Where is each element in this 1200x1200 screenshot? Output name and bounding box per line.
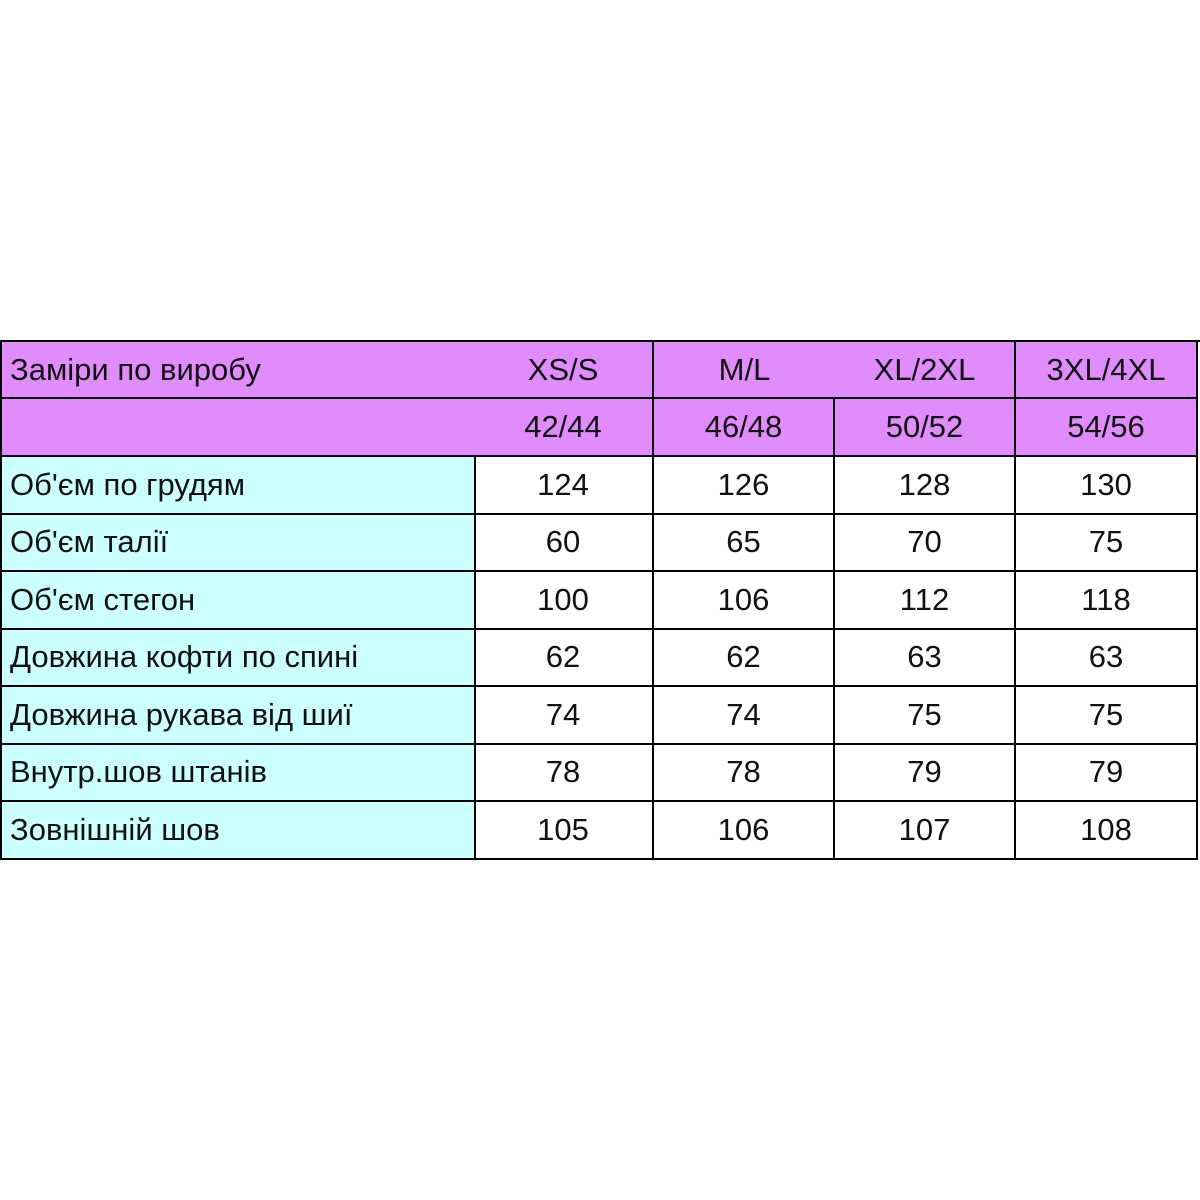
measure-value: 62	[654, 629, 835, 687]
row-label: Довжина рукава від шиї	[2, 687, 476, 745]
row-label: Об'єм талії	[2, 514, 476, 572]
size-table: Заміри по виробу XS/S 42/44 M/L 46/48 XL/2XL 5…	[0, 340, 1200, 860]
measure-value: 124	[474, 457, 654, 515]
measure-value: 78	[654, 744, 835, 802]
measure-value: 74	[474, 687, 654, 745]
measure-value: 118	[1016, 572, 1198, 630]
size-number: 50/52	[835, 399, 1016, 457]
measure-value: 105	[474, 802, 654, 860]
size-label: XS/S	[474, 342, 654, 399]
measure-value: 65	[654, 514, 835, 572]
measure-value: 62	[474, 629, 654, 687]
measure-value: 106	[654, 802, 835, 860]
size-number: 54/56	[1016, 399, 1198, 457]
measure-value: 70	[835, 514, 1016, 572]
measure-value: 128	[835, 457, 1016, 515]
measure-value: 107	[835, 802, 1016, 860]
size-number: 46/48	[654, 399, 835, 457]
measure-value: 126	[654, 457, 835, 515]
row-label: Об'єм по грудям	[2, 457, 476, 515]
measure-value: 63	[1016, 629, 1198, 687]
row-label: Об'єм стегон	[2, 572, 476, 630]
measure-value: 79	[835, 744, 1016, 802]
size-number: 42/44	[474, 399, 654, 457]
measure-value: 74	[654, 687, 835, 745]
measure-value: 75	[1016, 514, 1198, 572]
measure-value: 63	[835, 629, 1016, 687]
measure-value: 100	[474, 572, 654, 630]
measure-value: 75	[1016, 687, 1198, 745]
measure-value: 108	[1016, 802, 1198, 860]
size-label: 3XL/4XL	[1016, 342, 1198, 399]
measure-value: 79	[1016, 744, 1198, 802]
size-label: M/L	[654, 342, 835, 399]
row-label: Зовнішній шов	[2, 802, 476, 860]
header-title: Заміри по виробу	[2, 342, 476, 399]
header-blank	[2, 399, 476, 457]
measure-value: 75	[835, 687, 1016, 745]
row-label: Довжина кофти по спині	[2, 629, 476, 687]
measure-value: 130	[1016, 457, 1198, 515]
measure-value: 60	[474, 514, 654, 572]
size-label: XL/2XL	[835, 342, 1016, 399]
measure-value: 106	[654, 572, 835, 630]
row-label: Внутр.шов штанів	[2, 744, 476, 802]
measure-value: 78	[474, 744, 654, 802]
measure-value: 112	[835, 572, 1016, 630]
